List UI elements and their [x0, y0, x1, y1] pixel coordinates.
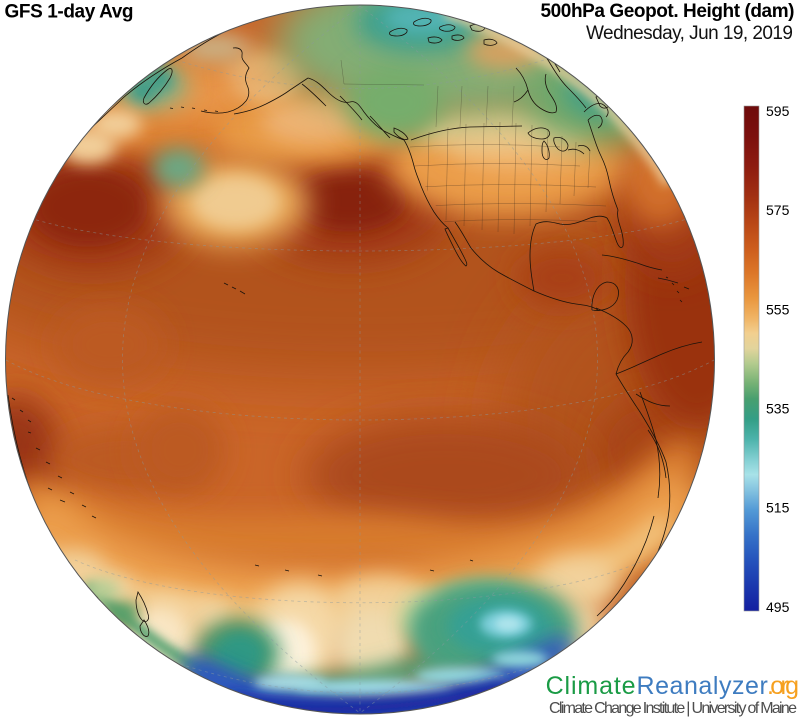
svg-text:Climate Change Institute | Uni: Climate Change Institute | University of…: [549, 700, 797, 717]
svg-text:ClimateReanalyzer.org: ClimateReanalyzer.org: [546, 672, 799, 700]
svg-text:555: 555: [766, 301, 790, 317]
svg-text:Wednesday, Jun 19, 2019: Wednesday, Jun 19, 2019: [586, 23, 793, 44]
svg-text:535: 535: [766, 401, 790, 417]
svg-text:500hPa Geopot. Height (dam): 500hPa Geopot. Height (dam): [541, 1, 795, 22]
svg-text:515: 515: [766, 500, 790, 516]
svg-text:495: 495: [766, 599, 790, 615]
svg-text:GFS 1-day Avg: GFS 1-day Avg: [5, 2, 134, 23]
svg-text:575: 575: [766, 202, 790, 218]
svg-text:595: 595: [766, 103, 790, 119]
